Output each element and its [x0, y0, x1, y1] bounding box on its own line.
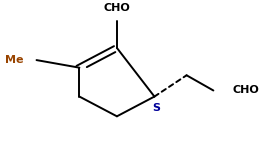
- Text: S: S: [152, 103, 160, 113]
- Text: Me: Me: [5, 55, 23, 65]
- Text: CHO: CHO: [103, 3, 130, 13]
- Text: CHO: CHO: [232, 85, 259, 95]
